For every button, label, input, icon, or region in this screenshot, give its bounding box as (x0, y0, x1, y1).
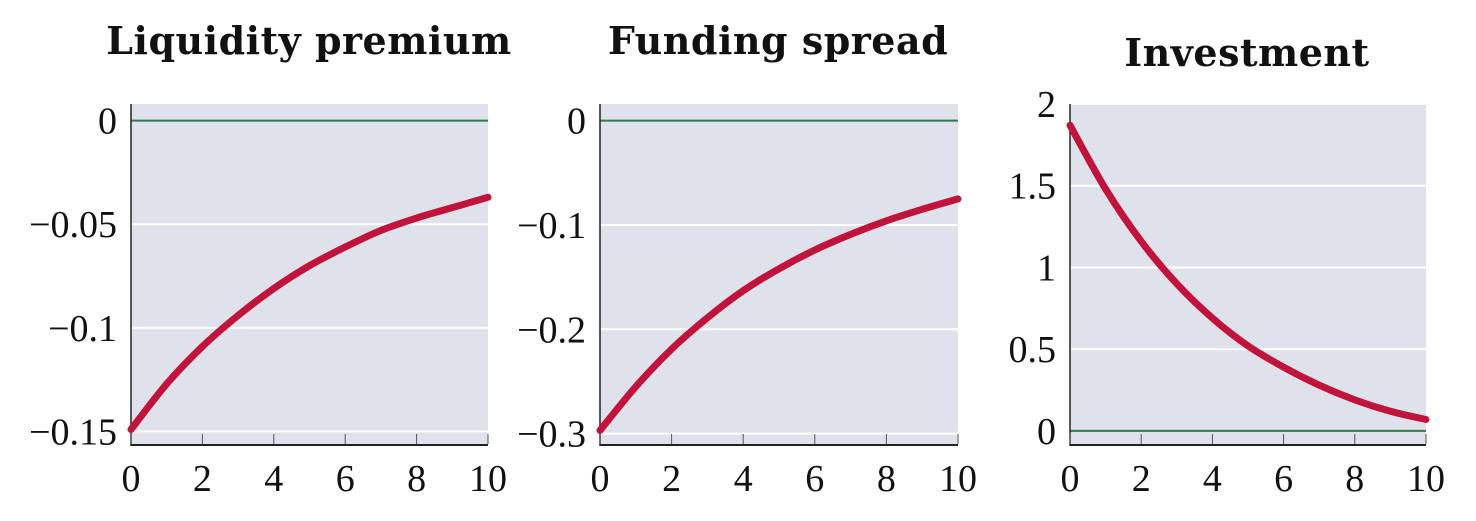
chart-panel-1: 0 2 4 6 8 10 0 −0.05 −0.1 −0.15 Liquidity premium (29, 18, 511, 500)
y-tick-label: 0.5 (1009, 329, 1057, 371)
x-tick-label: 2 (193, 458, 212, 500)
plot-area (1070, 104, 1426, 444)
y-tick-label: −0.2 (517, 309, 586, 351)
x-tick-label: 8 (407, 458, 426, 500)
x-tick-label: 8 (1345, 458, 1364, 500)
plot-area (131, 104, 488, 444)
series-line (127, 193, 492, 433)
x-tick-label: 6 (1274, 458, 1293, 500)
x-tick-label: 10 (469, 458, 507, 500)
x-tick-label: 4 (1203, 458, 1222, 500)
x-tick-label: 6 (336, 458, 355, 500)
x-tick-label: 10 (1407, 458, 1445, 500)
y-tick-label: −0.1 (48, 308, 117, 350)
chart-panel-3: 0 2 4 6 8 10 0 0.5 1 1.5 2 Investment (1009, 30, 1446, 500)
x-tick-label: 0 (1061, 458, 1080, 500)
plot-area (600, 104, 958, 444)
y-tick-label: −0.3 (517, 414, 586, 456)
y-tick-label: −0.05 (29, 204, 117, 246)
y-tick-label: 0 (567, 101, 586, 143)
y-tick-label: 1.5 (1009, 166, 1057, 208)
x-tick-label: 2 (662, 458, 681, 500)
x-tick-label: 4 (264, 458, 283, 500)
series-line (596, 195, 962, 434)
x-tick-label: 6 (805, 458, 824, 500)
x-tick-label: 4 (734, 458, 753, 500)
x-tick-label: 10 (939, 458, 977, 500)
y-tick-label: 0 (98, 101, 117, 143)
series-line (1066, 121, 1430, 423)
y-tick-label: 1 (1037, 247, 1056, 289)
chart-title: Investment (1124, 30, 1369, 75)
y-tick-label: 2 (1037, 84, 1056, 126)
y-tick-label: 0 (1037, 411, 1056, 453)
chart-title: Liquidity premium (106, 18, 511, 63)
x-tick-label: 0 (591, 458, 610, 500)
chart-panel-2: 0 2 4 6 8 10 0 −0.1 −0.2 −0.3 Funding spread (517, 18, 977, 500)
chart-title: Funding spread (608, 18, 948, 63)
x-tick-label: 8 (877, 458, 896, 500)
y-tick-label: −0.1 (517, 205, 586, 247)
x-tick-label: 2 (1132, 458, 1151, 500)
x-tick-label: 0 (122, 458, 141, 500)
y-tick-label: −0.15 (29, 412, 117, 454)
